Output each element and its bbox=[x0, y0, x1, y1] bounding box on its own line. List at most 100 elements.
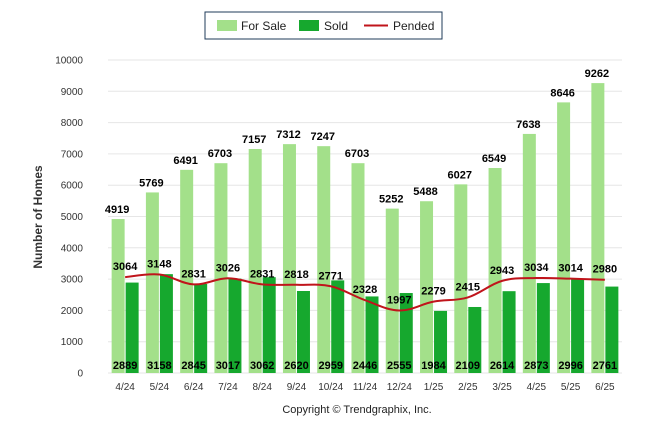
bar-sold-5-25 bbox=[571, 279, 585, 373]
data-label-pended: 2831 bbox=[181, 268, 205, 280]
x-tick-label: 3/25 bbox=[492, 382, 512, 393]
gridlines bbox=[108, 59, 622, 374]
legend-box bbox=[204, 11, 443, 40]
data-label-pended: 2943 bbox=[490, 265, 514, 277]
data-label-pended: 3148 bbox=[147, 258, 171, 270]
y-axis-title: Number of Homes bbox=[31, 165, 45, 269]
data-label-for-sale: 8646 bbox=[550, 87, 574, 99]
y-tick-label: 5000 bbox=[61, 212, 84, 223]
copyright-text: Copyright © Trendgraphix, Inc. bbox=[282, 404, 431, 416]
x-axis-ticks: 4/24 5/24 6/24 7/24 8/24 9/24 10/24 11/24 12/24 1… bbox=[115, 382, 615, 393]
data-label-for-sale: 4919 bbox=[105, 204, 129, 216]
data-label-sold: 3062 bbox=[250, 360, 274, 372]
data-label-sold: 2996 bbox=[558, 360, 582, 372]
bar-for-sale-1-25 bbox=[420, 201, 434, 373]
data-label-pended: 1997 bbox=[387, 294, 411, 306]
bar-sold-8-24 bbox=[262, 277, 276, 373]
data-label-for-sale: 6491 bbox=[173, 155, 197, 167]
bar-for-sale-5-25 bbox=[557, 102, 571, 374]
bar-sold-9-24 bbox=[296, 290, 310, 373]
data-label-for-sale: 6549 bbox=[482, 153, 506, 165]
x-tick-label: 11/24 bbox=[353, 382, 378, 393]
data-label-sold: 2620 bbox=[284, 360, 308, 372]
y-axis-ticks: 0 1000 2000 3000 4000 5000 6000 7000 8000 9000 100… bbox=[55, 56, 83, 380]
bar-for-sale-10-24 bbox=[317, 146, 331, 373]
bar-sold-2-25 bbox=[468, 306, 482, 373]
y-tick-label: 2000 bbox=[61, 306, 84, 317]
x-tick-label: 2/25 bbox=[458, 382, 478, 393]
data-label-sold: 3158 bbox=[147, 360, 171, 372]
data-label-pended: 2980 bbox=[593, 264, 617, 276]
legend-swatch-sold bbox=[299, 20, 319, 31]
data-label-for-sale: 7638 bbox=[516, 119, 540, 131]
data-label-pended: 2771 bbox=[318, 270, 342, 282]
legend-label-for-sale: For Sale bbox=[241, 19, 287, 33]
y-tick-label: 4000 bbox=[61, 243, 84, 254]
bar-sold-11-24 bbox=[365, 296, 379, 373]
y-tick-label: 0 bbox=[77, 369, 83, 380]
x-tick-label: 7/24 bbox=[218, 382, 238, 393]
pended-line bbox=[125, 273, 605, 312]
legend-label-sold: Sold bbox=[324, 19, 348, 33]
data-label-for-sale: 5252 bbox=[379, 194, 403, 206]
bar-for-sale-3-25 bbox=[488, 168, 502, 373]
bar-sold-6-24 bbox=[194, 283, 208, 373]
x-tick-label: 6/24 bbox=[184, 382, 204, 393]
bar-sold-5-24 bbox=[159, 274, 173, 373]
bar-for-sale-12-24 bbox=[385, 208, 399, 373]
data-label-for-sale: 5769 bbox=[139, 177, 163, 189]
data-label-sold: 2889 bbox=[113, 360, 137, 372]
bar-for-sale-4-24 bbox=[111, 219, 125, 373]
y-tick-label: 6000 bbox=[61, 181, 84, 192]
data-label-pended: 2279 bbox=[421, 286, 445, 298]
bar-for-sale-11-24 bbox=[351, 163, 365, 373]
data-label-sold: 2614 bbox=[490, 360, 515, 372]
bar-for-sale-5-24 bbox=[145, 192, 159, 373]
bars bbox=[111, 83, 619, 374]
bar-for-sale-6-24 bbox=[180, 169, 194, 373]
bar-for-sale-6-25 bbox=[591, 83, 605, 374]
data-label-sold: 2109 bbox=[456, 360, 480, 372]
data-label-for-sale: 9262 bbox=[585, 68, 609, 80]
bar-for-sale-2-25 bbox=[454, 184, 468, 373]
data-label-for-sale: 6703 bbox=[208, 148, 232, 160]
bar-sold-6-25 bbox=[605, 286, 619, 373]
y-tick-label: 8000 bbox=[61, 118, 84, 129]
bar-sold-12-24 bbox=[399, 293, 413, 373]
x-tick-label: 4/24 bbox=[115, 382, 135, 393]
legend-label-pended: Pended bbox=[393, 19, 434, 33]
x-tick-label: 9/24 bbox=[287, 382, 307, 393]
data-label-for-sale: 7247 bbox=[310, 131, 334, 143]
data-label-pended: 3064 bbox=[113, 261, 138, 273]
x-tick-label: 8/24 bbox=[252, 382, 272, 393]
bar-sold-3-25 bbox=[502, 291, 516, 373]
y-tick-label: 10000 bbox=[55, 56, 83, 67]
data-label-for-sale: 6703 bbox=[345, 148, 369, 160]
x-tick-label: 6/25 bbox=[595, 382, 615, 393]
x-tick-label: 1/25 bbox=[424, 382, 444, 393]
y-tick-label: 3000 bbox=[61, 275, 84, 286]
data-label-sold: 2555 bbox=[387, 360, 411, 372]
data-label-pended: 2818 bbox=[284, 269, 308, 281]
legend[interactable]: For Sale Sold Pended bbox=[204, 11, 443, 40]
bar-for-sale-8-24 bbox=[248, 148, 262, 373]
x-tick-label: 10/24 bbox=[318, 382, 343, 393]
bar-sold-4-25 bbox=[536, 283, 550, 373]
data-label-sold: 3017 bbox=[216, 360, 240, 372]
pended-line-layer bbox=[125, 273, 605, 312]
y-tick-label: 9000 bbox=[61, 87, 84, 98]
bar-sold-7-24 bbox=[228, 278, 242, 373]
data-label-pended: 2328 bbox=[353, 284, 377, 296]
data-labels: 4919 2889 5769 3158 6491 2845 6703 3017 7157 3062… bbox=[105, 68, 617, 372]
data-label-sold: 2959 bbox=[318, 360, 342, 372]
x-tick-label: 12/24 bbox=[387, 382, 412, 393]
data-label-sold: 2761 bbox=[593, 360, 617, 372]
data-label-sold: 2873 bbox=[524, 360, 548, 372]
data-label-for-sale: 6027 bbox=[448, 169, 472, 181]
y-tick-label: 1000 bbox=[61, 337, 84, 348]
bar-for-sale-7-24 bbox=[214, 163, 228, 373]
x-tick-label: 5/25 bbox=[561, 382, 581, 393]
data-label-for-sale: 5488 bbox=[413, 186, 437, 198]
data-label-pended: 3014 bbox=[558, 263, 583, 275]
bar-sold-10-24 bbox=[331, 280, 345, 373]
